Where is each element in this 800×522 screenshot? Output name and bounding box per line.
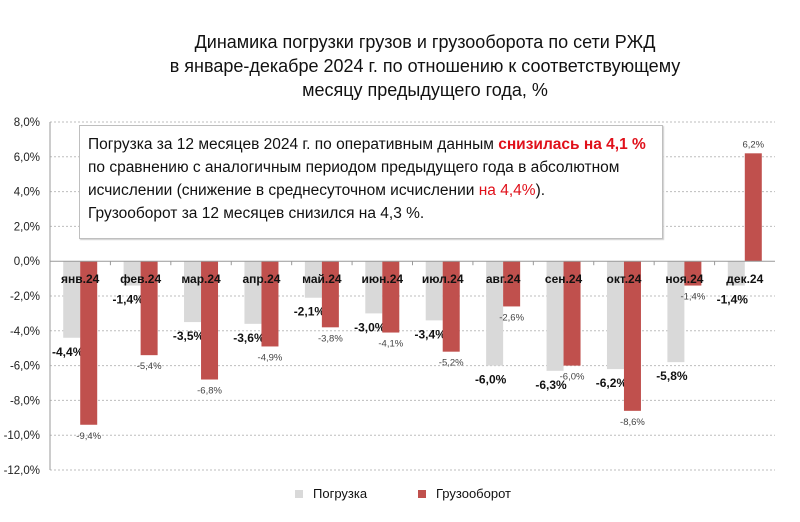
bar-gruzooborot [563,261,581,366]
data-label-gruzooborot: -2,6% [499,312,524,323]
data-label-gruzooborot: -5,4% [137,361,162,372]
legend-swatch [418,489,426,498]
x-tick-label: ноя.24 [665,272,703,286]
bar-gruzooborot [623,261,641,411]
x-tick-label: июн.24 [362,272,404,286]
data-label-pogruzka: -6,0% [475,373,507,387]
y-tick-label: 0,0% [14,256,40,268]
y-tick-label: 4,0% [14,187,40,199]
x-tick-label: сен.24 [545,272,583,286]
data-label-pogruzka: -3,5% [173,329,205,343]
x-tick-label: дек.24 [726,272,763,286]
summary-note: Погрузка за 12 месяцев 2024 г. по операт… [79,125,663,239]
y-tick-label: -8,0% [10,395,40,407]
bar-pogruzka [123,261,141,286]
x-tick-label: окт.24 [607,272,642,286]
data-label-pogruzka: -1,4% [112,293,144,307]
title-line: месяцу предыдущего года, % [302,80,548,100]
bar-pogruzka [546,261,564,371]
legend-label: Погрузка [313,486,368,501]
data-label-gruzooborot: 6,2% [742,139,764,150]
y-tick-label: -12,0% [4,465,40,477]
y-tick-label: -6,0% [10,361,40,373]
data-label-pogruzka: -2,1% [294,305,326,319]
bar-gruzooborot [744,153,762,262]
bar-gruzooborot [140,261,158,356]
x-tick-label: фев.24 [120,272,161,286]
legend-swatch [295,489,303,498]
data-label-pogruzka: -6,3% [535,378,567,392]
bar-gruzooborot [503,261,521,307]
data-label-pogruzka: -1,4% [717,293,749,307]
bar-gruzooborot [321,261,339,328]
data-label-gruzooborot: -4,1% [378,339,403,350]
x-tick-label: мар.24 [181,272,221,286]
y-tick-label: -4,0% [10,326,40,338]
chart-title: Динамика погрузки грузов и грузооборота … [0,30,800,102]
bar-pogruzka [244,261,262,324]
bar-gruzooborot [442,261,460,352]
bar-gruzooborot [80,261,98,425]
x-tick-label: янв.24 [61,272,100,286]
x-tick-label: апр.24 [242,272,280,286]
x-tick-label: авг.24 [486,272,521,286]
bar-pogruzka [184,261,202,323]
data-label-pogruzka: -3,4% [415,327,447,341]
note-text: Погрузка за 12 месяцев 2024 г. по операт… [88,136,499,153]
data-label-gruzooborot: -1,4% [680,292,705,303]
data-label-gruzooborot: -5,2% [439,358,464,369]
bar-pogruzka [727,261,745,286]
note-text: Грузооборот за 12 месяцев снизился на 4,… [88,205,425,222]
bar-pogruzka [667,261,685,363]
note-text: по сравнению с аналогичным периодом пред… [88,159,620,199]
y-tick-label: 2,0% [14,221,40,233]
bar-gruzooborot [261,261,279,347]
note-text: ). [535,182,546,199]
bar-gruzooborot [201,261,219,380]
x-tick-label: июл.24 [422,272,464,286]
bar-pogruzka [606,261,624,370]
note-highlight: на 4,4% [478,182,536,199]
legend-label: Грузооборот [436,486,511,501]
data-label-pogruzka: -5,8% [656,369,688,383]
y-tick-label: 8,0% [14,117,40,129]
bar-pogruzka [365,261,383,314]
data-label-pogruzka: -3,0% [354,320,386,334]
data-label-gruzooborot: -6,0% [560,372,585,383]
y-tick-label: -10,0% [4,430,40,442]
data-label-pogruzka: -4,4% [52,345,84,359]
bar-pogruzka [63,261,81,338]
y-tick-label: -2,0% [10,291,40,303]
data-label-gruzooborot: -8,6% [620,417,645,428]
bar-gruzooborot [684,261,702,286]
bar-pogruzka [425,261,443,321]
data-label-gruzooborot: -4,9% [258,352,283,363]
title-line: Динамика погрузки грузов и грузооборота … [194,32,656,52]
note-highlight: снизилась на 4,1 % [498,136,646,153]
data-label-gruzooborot: -6,8% [197,386,222,397]
bar-gruzooborot [382,261,400,333]
data-label-pogruzka: -6,2% [596,376,628,390]
y-tick-label: 6,0% [14,152,40,164]
bar-pogruzka [486,261,504,366]
data-label-gruzooborot: -3,8% [318,333,343,344]
bar-pogruzka [304,261,322,298]
legend-item-pogruzka: Погрузка [295,486,367,501]
legend-item-gruzooborot: Грузооборот [418,486,511,501]
data-label-gruzooborot: -9,4% [76,431,101,442]
data-label-pogruzka: -3,6% [233,331,265,345]
x-tick-label: май.24 [302,272,342,286]
title-line: в январе-декабре 2024 г. по отношению к … [169,56,681,76]
